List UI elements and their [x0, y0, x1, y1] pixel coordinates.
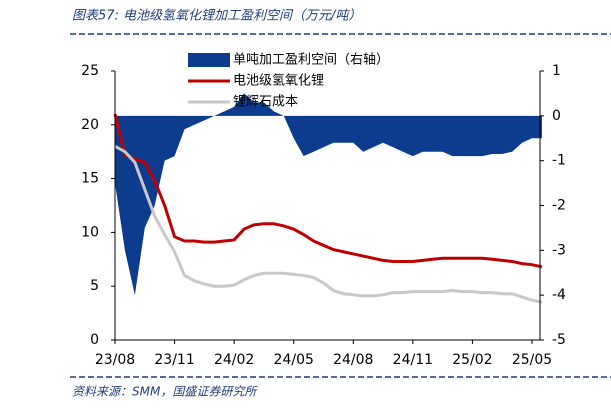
y-tick-label: 20	[81, 117, 99, 133]
x-tick-label: 24/02	[214, 352, 254, 368]
line	[113, 113, 543, 269]
y2-tick-label: -4	[552, 287, 566, 303]
legend-label: 电池级氢氧化锂	[233, 74, 324, 89]
y2-tick-label: -5	[552, 332, 566, 348]
y2-tick-label: 0	[552, 108, 561, 124]
source: 资料来源：SMM，国盛证券研究所	[72, 385, 258, 399]
x-tick-label: 25/02	[452, 352, 492, 368]
y2-tick-label: 1	[552, 63, 561, 79]
x-tick-label: 23/08	[95, 352, 135, 368]
x-tick-label: 25/05	[512, 352, 552, 368]
x-tick-label: 24/08	[333, 352, 373, 368]
x-tick-label: 24/05	[274, 352, 314, 368]
chart-title: 图表57: 电池级氢氧化锂加工盈利空间（万元/吨）	[72, 8, 361, 24]
x-tick-label: 23/11	[154, 352, 194, 368]
area	[115, 93, 542, 296]
x-tick-label: 24/11	[393, 352, 433, 368]
legend-swatch	[188, 53, 230, 67]
legend-label: 锂辉石成本	[233, 95, 298, 110]
y-tick-label: 15	[81, 171, 99, 187]
y2-tick-label: -3	[552, 242, 566, 258]
y-tick-label: 25	[81, 63, 99, 79]
line	[114, 145, 543, 304]
y-tick-label: 0	[90, 332, 99, 348]
y-tick-label: 5	[90, 278, 99, 294]
legend-label: 单吨加工盈利空间（右轴）	[233, 53, 389, 68]
y2-tick-label: -1	[552, 153, 566, 169]
y2-tick-label: -2	[552, 198, 566, 214]
y-tick-label: 10	[81, 224, 99, 240]
